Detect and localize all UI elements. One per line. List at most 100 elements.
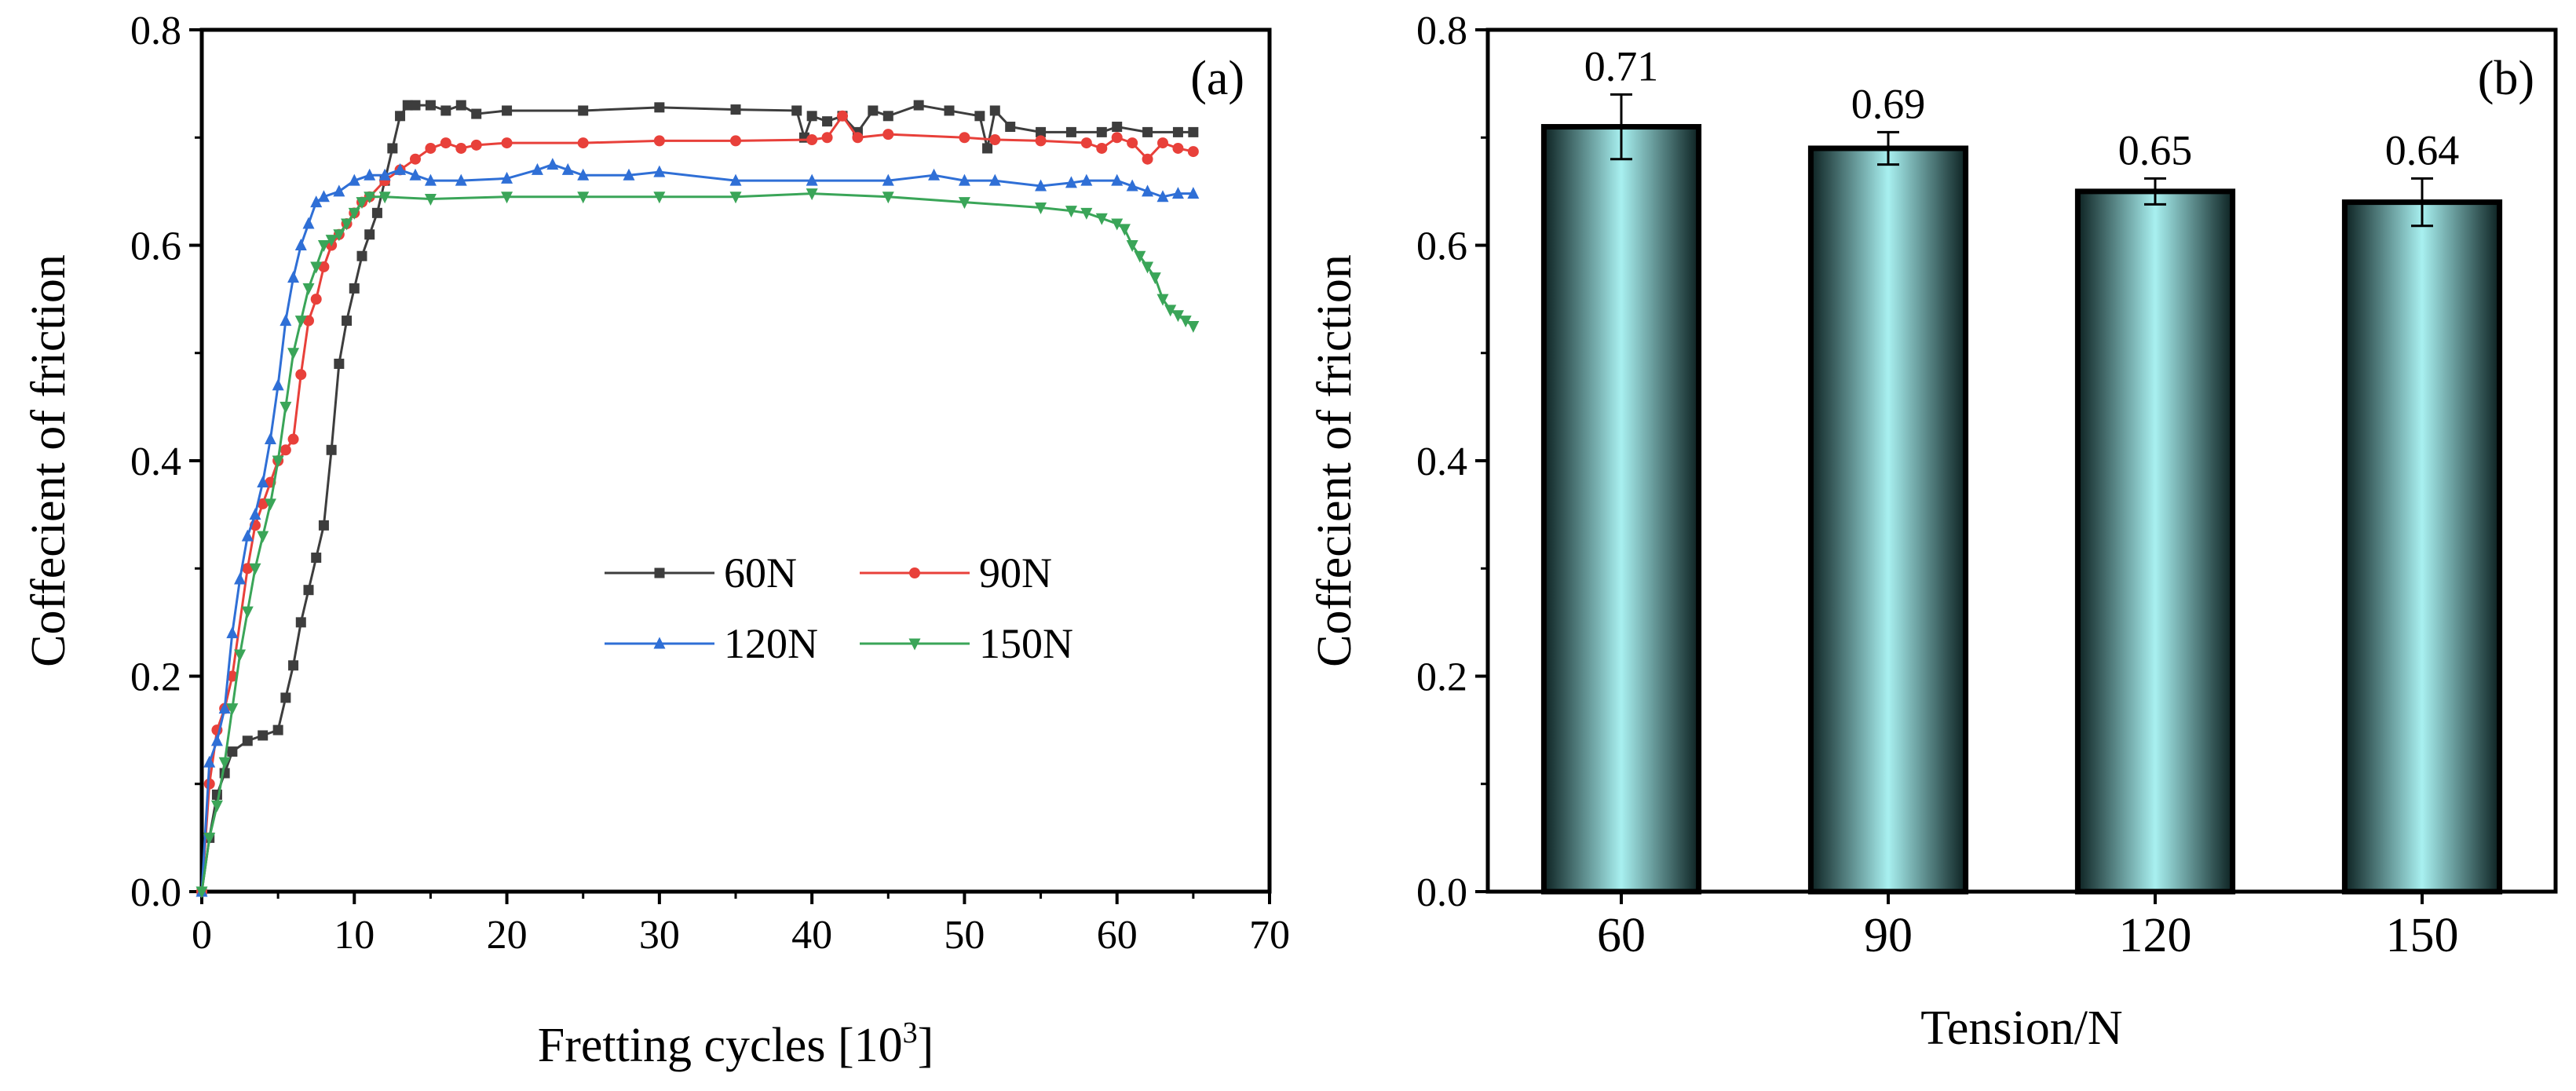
chart-a-point-60n <box>303 585 314 596</box>
chart-a-point-150n <box>325 235 338 247</box>
chart-a-legend-marker-60n <box>654 567 665 578</box>
chart-a-legend-item-120n: 120N <box>605 620 818 667</box>
chart-a-x-tick-label: 70 <box>1249 913 1290 958</box>
chart-a-point-150n <box>1095 213 1108 225</box>
chart-b-y-tick-label: 0.6 <box>1416 224 1467 269</box>
chart-a-point-90n <box>226 670 238 682</box>
chart-b-y-tick-label: 0.8 <box>1416 9 1467 53</box>
chart-a-point-150n <box>317 240 330 252</box>
chart-a-point-60n <box>1065 126 1076 137</box>
chart-b-x-tick-label-150: 150 <box>2386 909 2459 962</box>
chart-a-point-120n <box>210 734 223 746</box>
chart-a-point-60n <box>989 105 1000 116</box>
chart-a-point-120n <box>958 173 970 186</box>
chart-a-point-150n <box>234 649 247 662</box>
chart-a-x-tick-label: 20 <box>487 913 528 958</box>
chart-a-legend-marker-90n <box>909 567 920 578</box>
chart-a-point-150n <box>280 401 292 414</box>
chart-a-point-120n <box>882 173 894 186</box>
chart-a-point-150n <box>1171 310 1184 323</box>
chart-a-x-tick-label: 30 <box>639 913 680 958</box>
chart-a-point-120n <box>1126 179 1138 192</box>
chart-a-point-60n <box>334 358 345 369</box>
chart-b-bar-group-60: 0.71 <box>1540 42 1702 895</box>
chart-a-y-axis-title: Coffecient of friction <box>22 254 75 667</box>
chart-a-point-120n <box>561 162 574 175</box>
chart-a-point-150n <box>218 757 231 769</box>
chart-a-point-150n <box>1142 261 1154 274</box>
chart-a-point-60n <box>882 111 893 122</box>
chart-a-point-90n <box>989 133 1001 145</box>
chart-a-point-120n <box>294 239 307 250</box>
chart-a-point-60n <box>1096 126 1107 137</box>
chart-a-point-90n <box>310 294 322 305</box>
chart-a-point-90n <box>653 135 665 147</box>
chart-a-point-60n <box>295 617 306 628</box>
chart-a-point-90n <box>470 139 482 151</box>
chart-a-point-60n <box>868 105 879 116</box>
chart-b-bar-150 <box>2341 199 2503 895</box>
chart-a-point-150n <box>1118 224 1131 236</box>
chart-b-value-label-60: 0.71 <box>1584 42 1659 89</box>
chart-a-legend-marker-120n <box>653 637 666 649</box>
chart-a-point-150n <box>310 261 323 274</box>
chart-b-y-tick-label: 0.4 <box>1416 440 1467 484</box>
chart-a-point-90n <box>1080 137 1092 149</box>
chart-a-point-150n <box>1149 272 1161 285</box>
chart-a-ticks: 0 10 20 30 40 50 60 70 0.0 0.2 0.4 0.6 0.8 <box>130 9 1290 958</box>
chart-a-point-60n <box>455 100 466 111</box>
chart-a-point-150n <box>195 886 208 899</box>
chart-a-x-tick-label: 50 <box>944 913 985 958</box>
chart-a-point-150n <box>378 192 391 204</box>
chart-a-point-150n <box>1179 316 1192 328</box>
chart-a-point-150n <box>264 498 276 511</box>
chart-a-point-60n <box>364 229 375 240</box>
chart-a-point-60n <box>578 105 589 116</box>
chart-a-point-90n <box>882 129 894 140</box>
chart-a-y-tick-label: 0.6 <box>130 224 181 269</box>
chart-a-point-120n <box>409 168 422 181</box>
chart-a-point-90n <box>280 444 291 456</box>
chart-b-value-label-120: 0.65 <box>2118 126 2193 173</box>
chart-a-point-120n <box>234 572 247 585</box>
chart-a-legend-item-150n: 150N <box>860 620 1073 667</box>
chart-a-point-60n <box>371 207 382 218</box>
chart-a-point-60n <box>440 105 451 116</box>
chart-a-point-120n <box>1142 184 1154 197</box>
chart-a-point-150n <box>1035 202 1047 214</box>
chart-a-point-120n <box>287 271 300 283</box>
chart-a-point-90n <box>1187 146 1199 158</box>
chart-a-legend-label-120n: 120N <box>724 620 818 667</box>
chart-a-x-tick-label: 10 <box>334 913 375 958</box>
chart-a-point-120n <box>1171 187 1184 199</box>
chart-a-y-tick-label: 0.2 <box>130 655 181 700</box>
chart-a-point-60n <box>242 735 253 746</box>
chart-a-point-150n <box>241 606 254 618</box>
chart-a-point-90n <box>303 315 314 327</box>
chart-a-point-90n <box>1157 137 1168 149</box>
chart-a-point-60n <box>280 692 291 703</box>
chart-a-point-60n <box>258 730 269 741</box>
chart-a-point-120n <box>280 314 292 327</box>
chart-a-point-60n <box>1172 126 1183 137</box>
chart-a-point-120n <box>928 168 941 181</box>
chart-a-point-90n <box>1127 137 1138 149</box>
chart-a-x-axis-title-main: Fretting cycles [10 <box>538 1019 903 1072</box>
chart-a-point-60n <box>349 283 360 294</box>
chart-a-point-120n <box>1065 176 1077 188</box>
chart-a-point-60n <box>730 104 741 115</box>
chart-a-point-90n <box>242 563 254 575</box>
chart-a-point-90n <box>577 137 589 149</box>
chart-a-point-150n <box>249 563 261 575</box>
chart-a-point-90n <box>806 133 818 145</box>
chart-a-point-60n <box>342 316 353 327</box>
chart-a-legend-label-60n: 60N <box>724 549 797 597</box>
chart-a-y-tick-label: 0.8 <box>130 9 181 53</box>
chart-a-point-120n <box>455 173 467 186</box>
chart-a-point-90n <box>1172 142 1184 154</box>
chart-a-point-120n <box>988 173 1001 186</box>
chart-a-point-60n <box>1188 126 1199 137</box>
chart-a-point-90n <box>1096 142 1108 154</box>
chart-a-x-axis-title-exponent: 3 <box>903 1016 918 1049</box>
chart-a-point-120n <box>501 171 513 184</box>
